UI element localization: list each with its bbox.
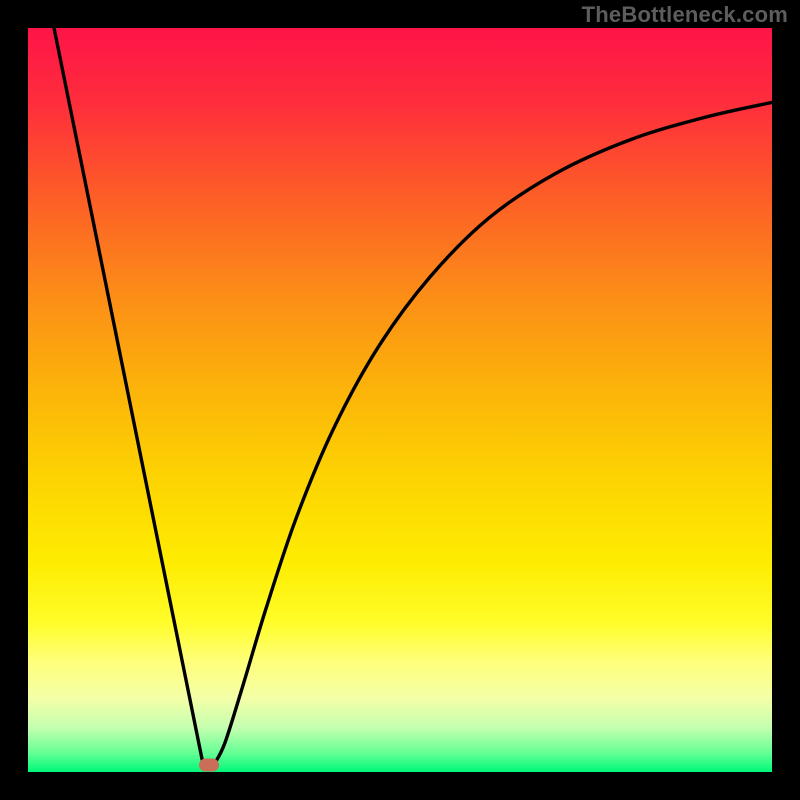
bottleneck-curve <box>28 28 772 772</box>
chart-container: TheBottleneck.com <box>0 0 800 800</box>
watermark-text: TheBottleneck.com <box>582 2 788 28</box>
minimum-marker <box>199 758 219 771</box>
plot-area <box>28 28 772 772</box>
